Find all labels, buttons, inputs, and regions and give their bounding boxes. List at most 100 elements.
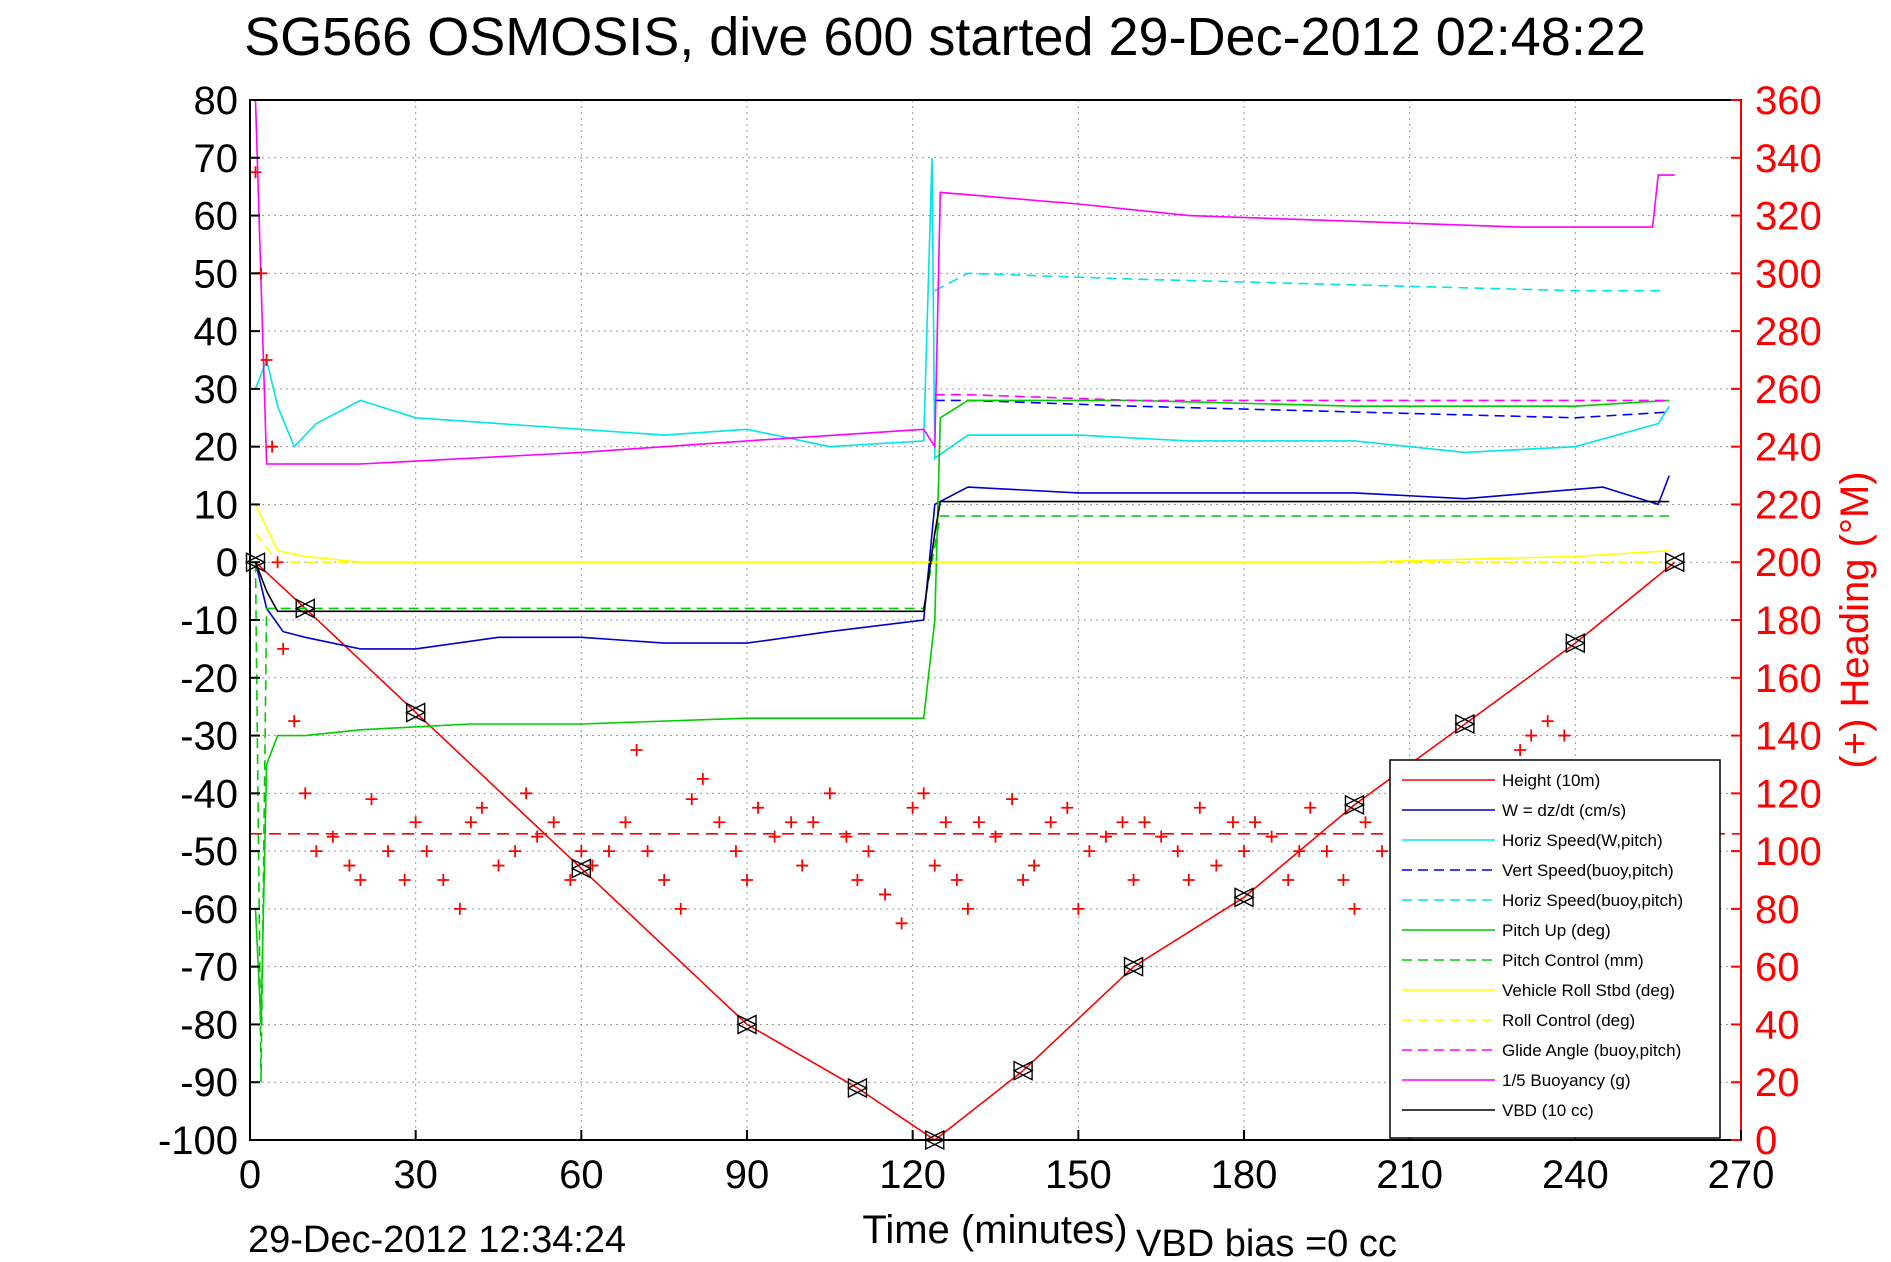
heading-point: [310, 845, 323, 858]
heading-point: [1193, 801, 1206, 814]
heading-point: [409, 816, 422, 829]
x-tick-label: 0: [239, 1153, 261, 1197]
heading-point: [917, 787, 930, 800]
heading-point: [641, 845, 654, 858]
y-right-tick-label: 240: [1755, 426, 1822, 470]
heading-point: [475, 801, 488, 814]
x-tick-label: 150: [1045, 1153, 1112, 1197]
height-marker: [1343, 794, 1366, 816]
y-right-tick-label: 260: [1755, 368, 1822, 412]
heading-point: [1238, 845, 1250, 858]
heading-point: [1348, 902, 1361, 915]
heading-point: [906, 801, 919, 814]
heading-point: [1028, 859, 1041, 872]
heading-point: [1044, 816, 1057, 829]
heading-point: [1116, 816, 1129, 829]
heading-point: [1249, 816, 1262, 829]
heading-point: [989, 830, 1002, 843]
heading-point: [1359, 816, 1372, 829]
heading-point: [729, 845, 742, 858]
y-tick-label: -90: [180, 1061, 238, 1105]
chart-title: SG566 OSMOSIS, dive 600 started 29-Dec-2…: [244, 7, 1646, 67]
y-tick-label: 60: [194, 195, 239, 239]
heading-point: [586, 859, 599, 872]
y-tick-label: 40: [194, 310, 239, 354]
height-marker: [244, 552, 267, 573]
series-line-0: [254, 561, 1676, 1141]
heading-point: [1514, 744, 1527, 756]
heading-point: [260, 354, 273, 366]
heading-point: [343, 859, 356, 872]
heading-point: [1099, 830, 1112, 843]
y-tick-label: 0: [216, 541, 238, 585]
heading-point: [464, 816, 477, 829]
heading-point: [741, 874, 753, 886]
heading-point: [1282, 874, 1295, 886]
series-line-2: [254, 157, 1670, 460]
y-right-tick-label: 100: [1755, 830, 1822, 874]
heading-point: [1376, 845, 1389, 858]
heading-point: [1210, 859, 1223, 872]
heading-point: [658, 874, 671, 886]
heading-point: [768, 830, 781, 843]
heading-point: [879, 888, 892, 901]
heading-point: [1182, 874, 1195, 886]
y-right-tick-label: 160: [1755, 657, 1822, 701]
heading-point: [1138, 816, 1151, 829]
legend-label: W = dz/dt (cm/s): [1502, 801, 1626, 820]
heading-point: [575, 845, 588, 858]
y-tick-label: 10: [194, 483, 239, 527]
y-right-tick-label: 340: [1755, 137, 1822, 181]
heading-point: [685, 793, 698, 806]
x-tick-label: 90: [725, 1153, 770, 1197]
x-tick-label: 30: [393, 1153, 438, 1197]
height-marker: [1012, 1060, 1034, 1081]
heading-point: [277, 642, 290, 655]
y-right-tick-label: 40: [1755, 1003, 1800, 1047]
heading-point: [249, 166, 262, 179]
heading-point: [288, 715, 301, 728]
heading-point: [520, 787, 533, 800]
series-line-3: [934, 399, 1670, 419]
heading-point: [961, 902, 974, 915]
heading-point: [453, 902, 466, 915]
height-marker: [1664, 552, 1686, 573]
x-tick-label: 120: [879, 1153, 946, 1197]
y-tick-label: -70: [180, 946, 238, 990]
heading-point: [354, 874, 367, 886]
series-line-11: [254, 500, 1670, 613]
heading-point: [674, 902, 687, 915]
heading-point: [862, 845, 875, 858]
heading-point: [299, 787, 312, 800]
y-right-axis-ticks: 3603403203002802602402202001801601401201…: [1731, 79, 1822, 1163]
heading-point: [1558, 729, 1571, 742]
heading-point: [437, 874, 450, 886]
heading-point: [1006, 793, 1019, 806]
heading-point: [807, 816, 820, 829]
y-right-tick-label: 120: [1755, 772, 1822, 816]
heading-point: [492, 859, 505, 872]
y-right-tick-label: 60: [1755, 946, 1800, 990]
legend-label: Glide Angle (buoy,pitch): [1502, 1041, 1681, 1060]
height-marker: [570, 858, 592, 879]
legend-box: [1389, 759, 1721, 1139]
y-tick-label: -50: [180, 830, 238, 874]
height-marker: [1233, 887, 1255, 908]
y-tick-label: -60: [180, 888, 238, 932]
y-tick-label: -30: [180, 715, 238, 759]
series-line-8: [254, 532, 1670, 564]
height-marker: [405, 702, 427, 723]
y-tick-label: 20: [194, 426, 239, 470]
y-tick-label: -10: [180, 599, 238, 643]
y-right-tick-label: 180: [1755, 599, 1822, 643]
heading-point: [547, 816, 560, 829]
heading-point: [1337, 874, 1350, 886]
heading-point: [928, 859, 941, 872]
y-right-tick-label: 140: [1755, 715, 1822, 759]
y-tick-label: 80: [194, 79, 239, 123]
heading-point: [895, 917, 908, 930]
heading-point: [1061, 801, 1074, 814]
y-right-tick-label: 320: [1755, 195, 1822, 239]
series-line-7: [254, 504, 1670, 564]
